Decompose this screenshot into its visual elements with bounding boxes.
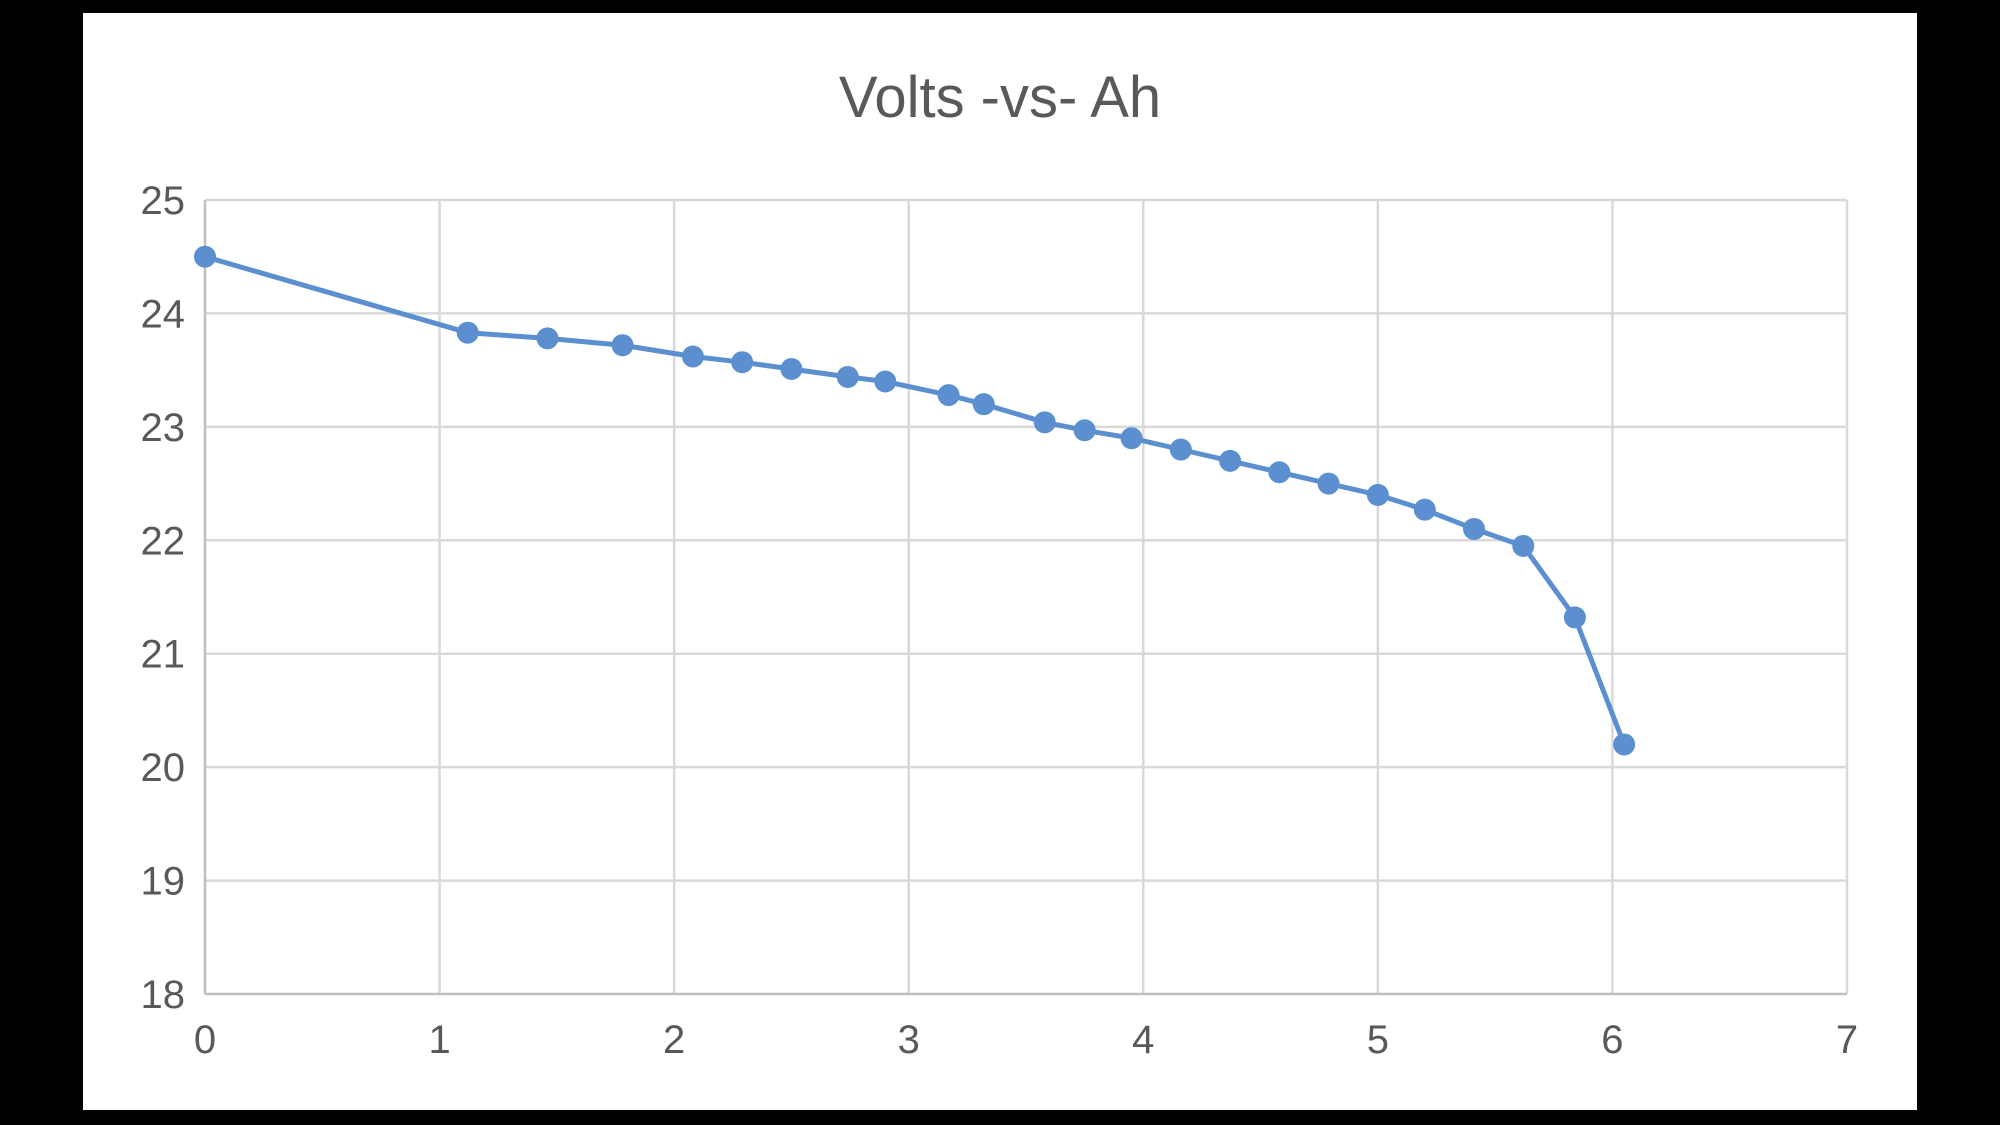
y-tick-label-21: 21 (141, 633, 186, 677)
y-tick-label-25: 25 (141, 179, 186, 223)
data-point-11 (1033, 411, 1056, 434)
x-tick-label-3: 3 (898, 1018, 920, 1062)
data-point-7 (836, 365, 859, 388)
y-tick-label-18: 18 (141, 973, 186, 1017)
y-tick-label-22: 22 (141, 519, 186, 563)
data-point-5 (731, 351, 754, 374)
series-line-0 (202, 254, 1627, 747)
data-point-12 (1073, 419, 1096, 442)
data-point-14 (1169, 438, 1192, 461)
x-tick-label-0: 0 (194, 1018, 216, 1062)
data-point-22 (1563, 606, 1586, 629)
y-tick-label-23: 23 (141, 406, 186, 450)
x-tick-label-2: 2 (663, 1018, 685, 1062)
y-tick-label-19: 19 (141, 860, 186, 904)
data-point-0 (194, 245, 216, 268)
data-point-17 (1317, 472, 1340, 495)
data-point-16 (1268, 461, 1291, 484)
data-point-1 (456, 321, 479, 344)
data-point-19 (1413, 498, 1436, 521)
axis-layer (203, 200, 1847, 996)
x-tick-label-7: 7 (1836, 1018, 1858, 1062)
data-point-2 (536, 327, 559, 350)
data-point-13 (1120, 427, 1143, 450)
x-tick-label-4: 4 (1132, 1018, 1154, 1062)
y-tick-label-24: 24 (141, 292, 186, 336)
data-point-20 (1463, 517, 1486, 540)
data-point-18 (1366, 483, 1389, 506)
chart-title: Volts -vs- Ah (839, 65, 1161, 130)
data-point-23 (1613, 733, 1636, 756)
data-point-8 (874, 370, 897, 393)
x-tick-label-6: 6 (1601, 1018, 1623, 1062)
y-tick-label-20: 20 (141, 746, 186, 790)
grid-layer (205, 198, 1849, 994)
x-tick-label-5: 5 (1367, 1018, 1389, 1062)
data-point-10 (972, 393, 995, 416)
data-point-21 (1512, 534, 1535, 557)
series-layer (194, 245, 1636, 756)
data-point-3 (611, 334, 634, 357)
x-tick-label-1: 1 (428, 1018, 450, 1062)
data-point-4 (681, 345, 704, 368)
data-point-6 (780, 358, 803, 381)
data-point-9 (937, 384, 960, 407)
data-point-15 (1219, 449, 1242, 472)
